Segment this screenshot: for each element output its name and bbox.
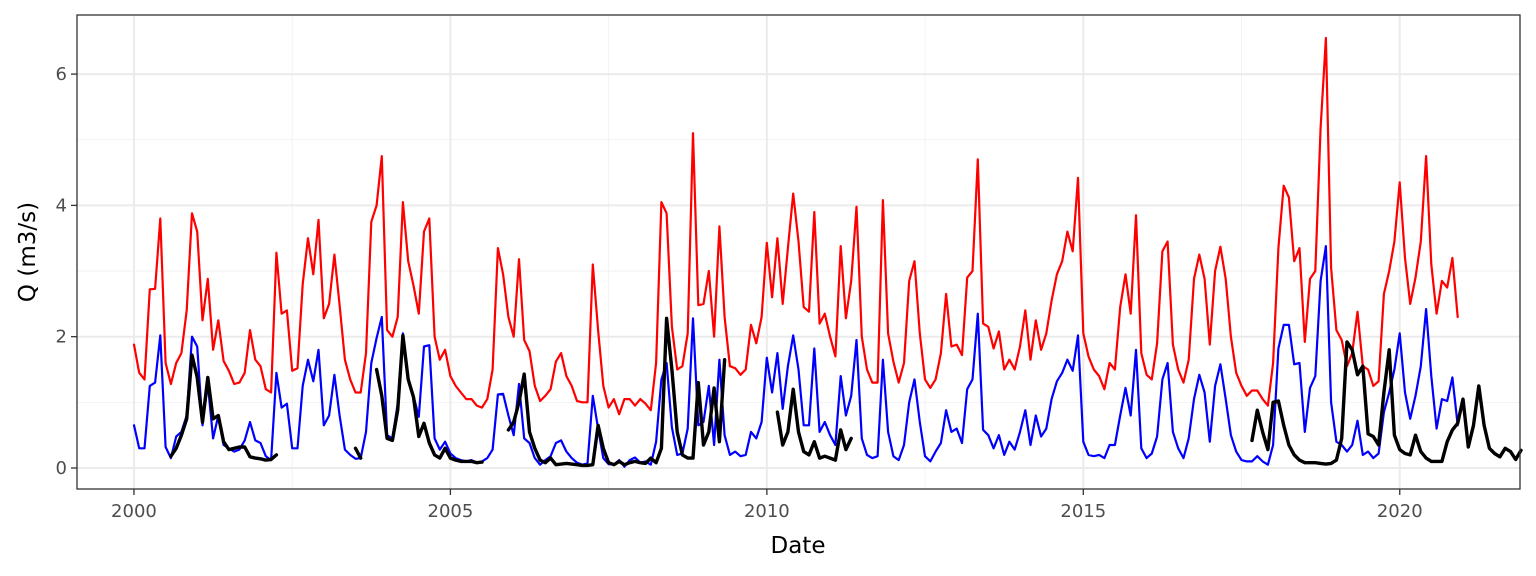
x-axis-title: Date [771,533,826,559]
x-tick-label: 2010 [744,501,790,522]
series-line-2 [132,245,1459,468]
x-axis: 2000 2005 2010 2015 2020 [111,489,1423,522]
y-tick-label: 4 [56,195,67,216]
y-tick-label: 0 [56,458,67,479]
y-axis-title: Q (m3/s) [15,202,41,302]
series-layer [132,36,1523,468]
y-tick-label: 6 [56,64,67,85]
series-line-1 [132,36,1459,416]
series-line-3 [169,316,1523,468]
x-tick-label: 2015 [1060,501,1106,522]
plot-panel-border [76,14,1521,490]
y-tick-label: 2 [56,327,67,348]
x-tick-label: 2020 [1377,501,1423,522]
y-axis: 0 2 4 6 [56,64,77,479]
x-tick-label: 2000 [111,501,157,522]
x-tick-label: 2005 [428,501,474,522]
